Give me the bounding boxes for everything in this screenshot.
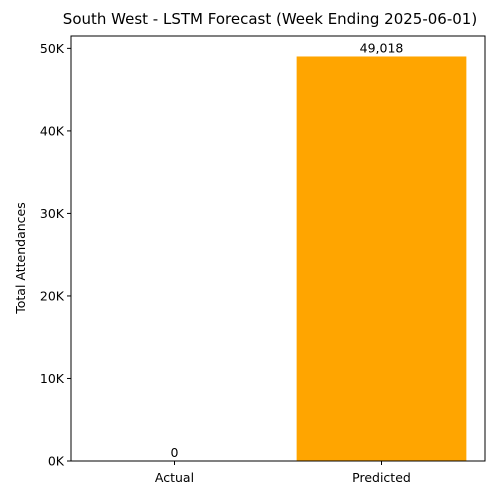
plot-frame [70, 35, 486, 462]
y-tick-label: 50K [40, 41, 65, 56]
bar-value-label: 0 [171, 445, 179, 460]
bar-value-label: 49,018 [360, 40, 404, 55]
bar-predicted [296, 56, 467, 461]
y-tick-label: 40K [40, 123, 65, 138]
y-tick-label: 0K [48, 454, 65, 469]
chart-title: South West - LSTM Forecast (Week Ending … [63, 10, 477, 28]
y-tick-label: 10K [40, 371, 65, 386]
y-tick-label: 20K [40, 288, 65, 303]
y-axis-title: Total Attendances [13, 202, 28, 315]
x-tick-label: Predicted [352, 470, 411, 485]
y-tick-label: 30K [40, 206, 65, 221]
plot-area: 0K 10K 20K 30K 40K 50K Actual 0 Predicted 49,018 [40, 35, 486, 485]
x-tick-label: Actual [155, 470, 194, 485]
